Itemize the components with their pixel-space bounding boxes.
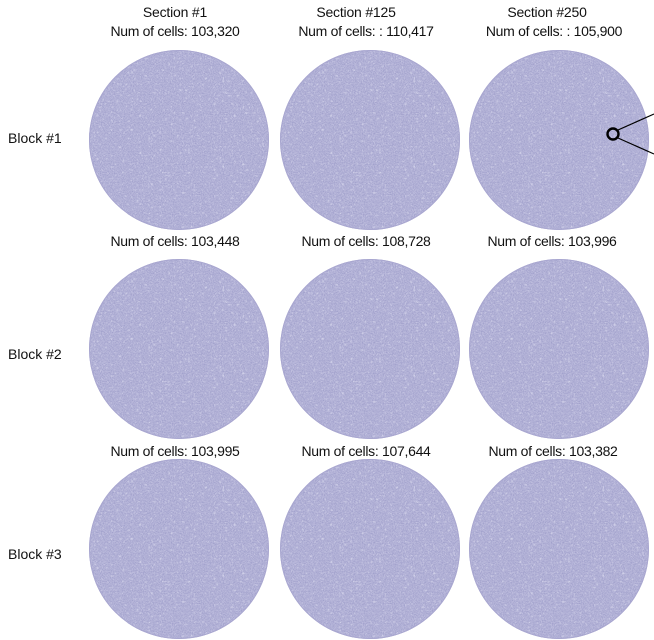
callout-line-lower	[617, 137, 654, 155]
tissue-disk-block3-section1	[89, 459, 269, 639]
cell-count-block1-section250: Num of cells: : 105,900	[485, 23, 623, 39]
tissue-disk-block2-section1	[89, 259, 269, 439]
tissue-disk-block1-section125	[280, 50, 460, 230]
tissue-disk-block3-section250	[469, 459, 649, 639]
tissue-disk-block1-section250	[469, 50, 649, 230]
column-header-section-1: Section #1	[142, 4, 208, 20]
cell-count-block2-section1: Num of cells: 103,448	[110, 233, 240, 249]
cell-count-block3-section125: Num of cells: 107,644	[301, 443, 431, 459]
cell-count-block1-section125: Num of cells: : 110,417	[298, 23, 434, 39]
cell-count-block2-section125: Num of cells: 108,728	[301, 233, 431, 249]
cell-count-block1-section1: Num of cells: 103,320	[110, 23, 240, 39]
cell-count-block2-section250: Num of cells: 103,996	[487, 233, 617, 249]
callout-line-upper	[617, 113, 654, 131]
cell-count-block3-section250: Num of cells: 103,382	[488, 443, 618, 459]
tissue-disk-block2-section250	[469, 259, 649, 439]
tissue-disk-block3-section125	[280, 459, 460, 639]
column-header-section-250: Section #250	[507, 4, 587, 20]
cell-count-block3-section1: Num of cells: 103,995	[110, 443, 240, 459]
column-header-section-125: Section #125	[316, 4, 396, 20]
row-label-block-3: Block #3	[8, 546, 62, 562]
tissue-disk-block1-section1	[89, 50, 269, 230]
tissue-disk-block2-section125	[280, 259, 460, 439]
row-label-block-1: Block #1	[8, 130, 62, 146]
circle-marker-icon	[606, 113, 654, 155]
row-label-block-2: Block #2	[8, 346, 62, 362]
